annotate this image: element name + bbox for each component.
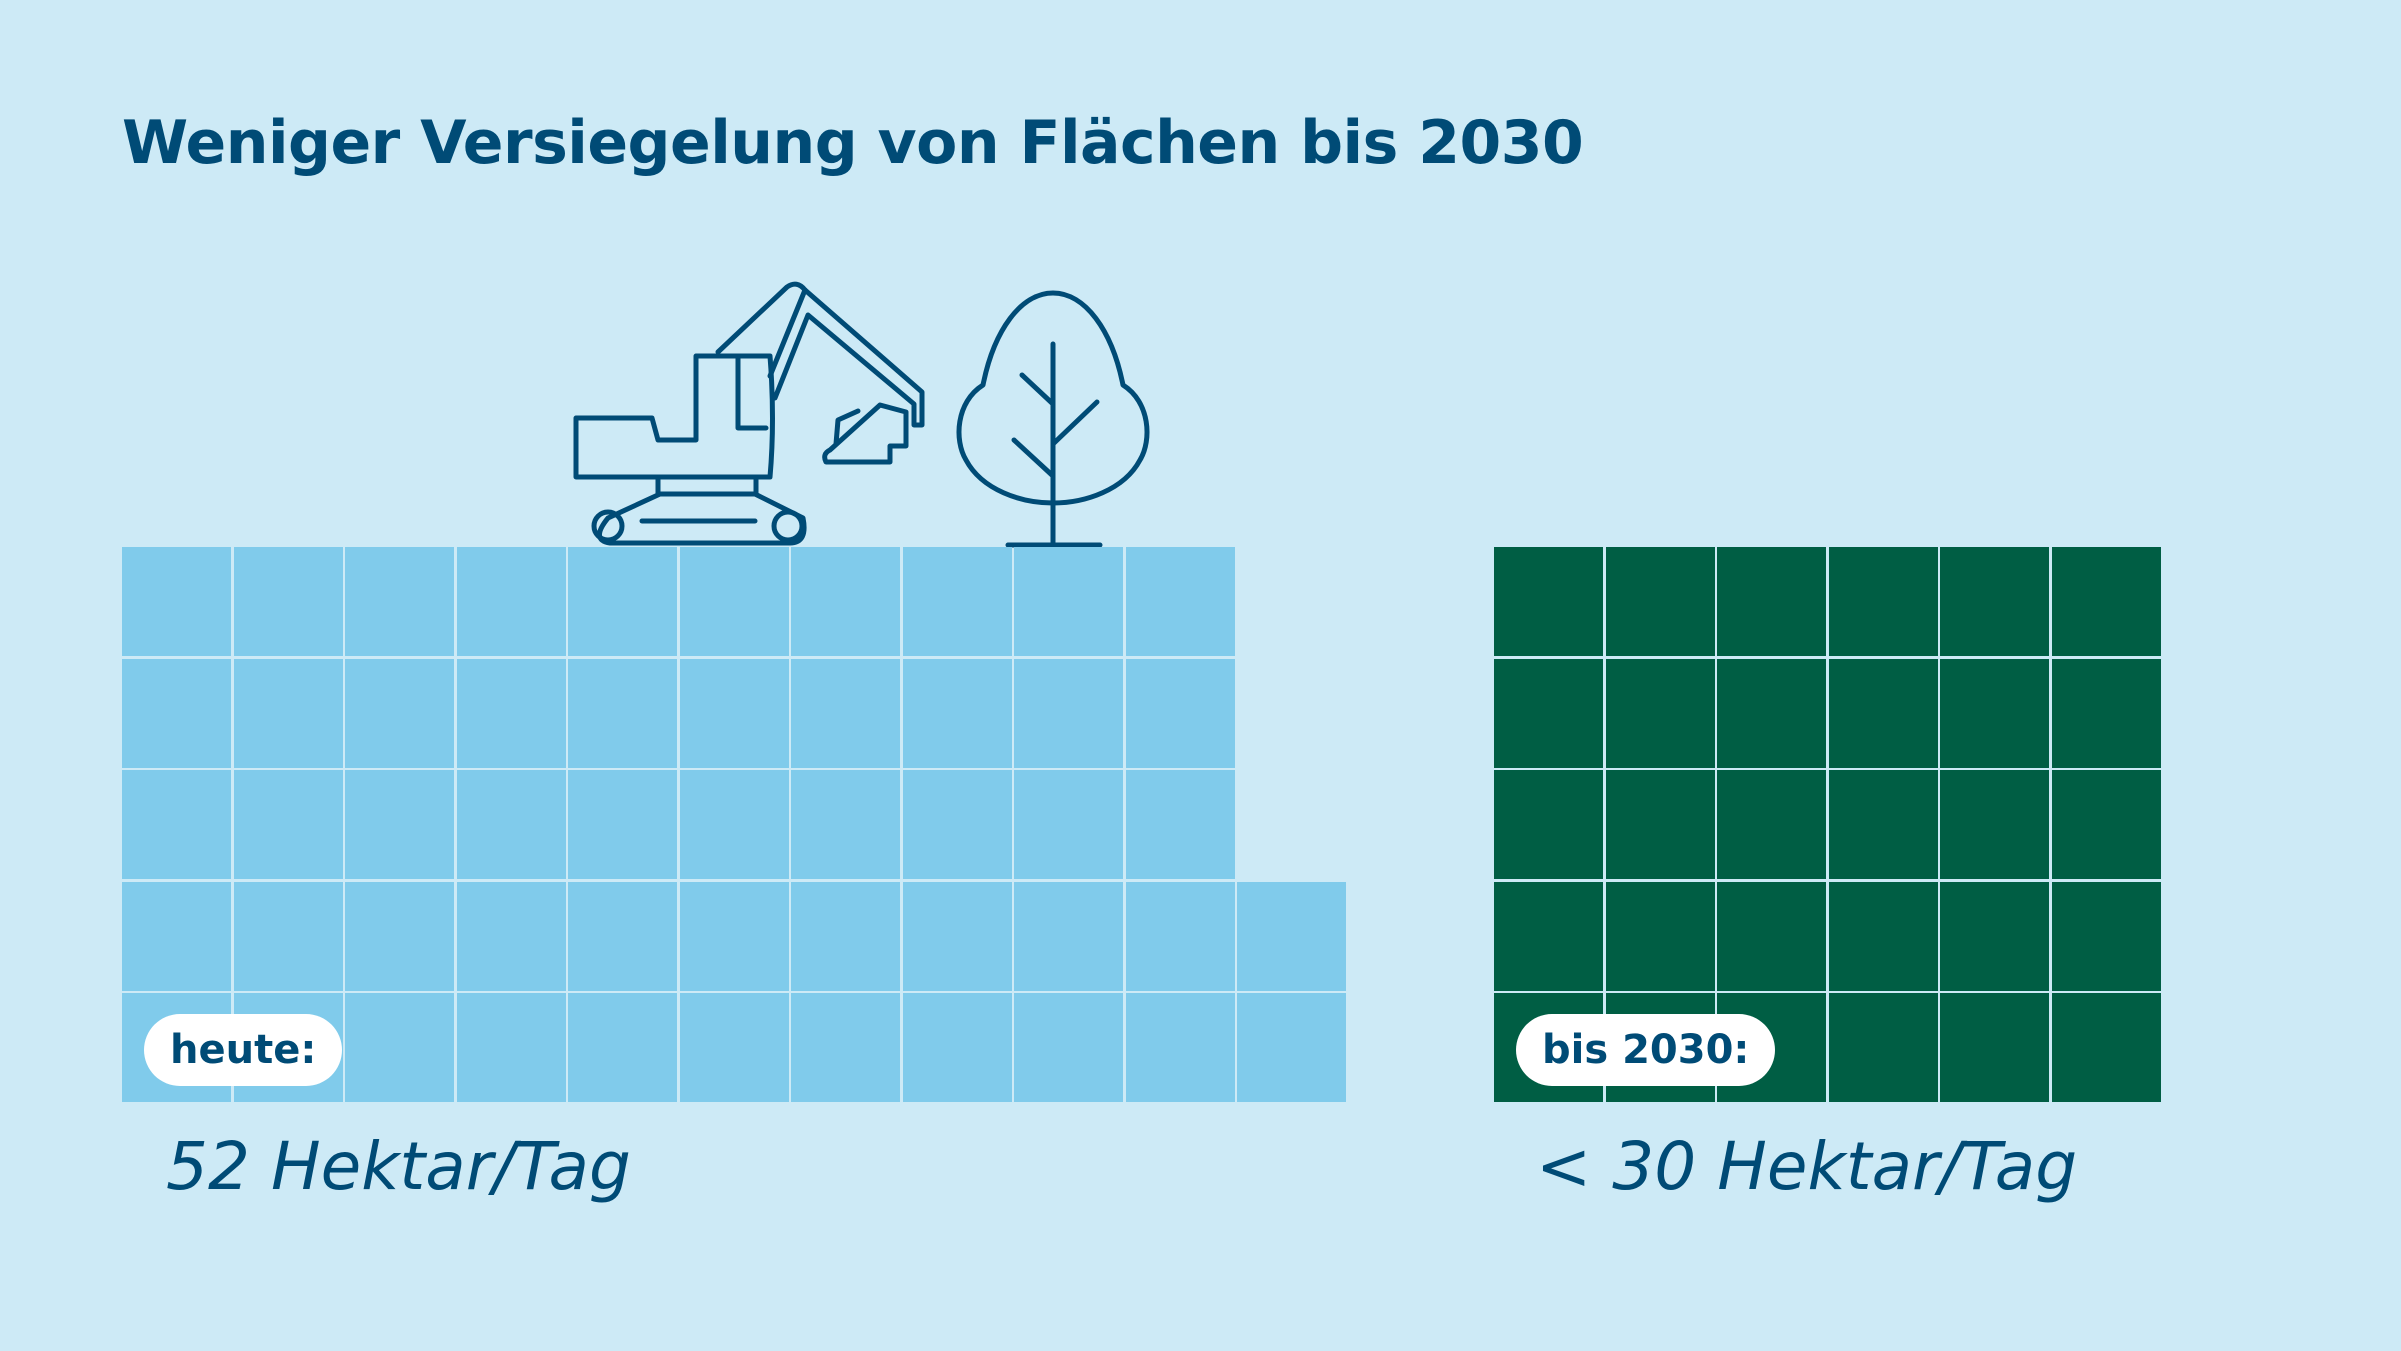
unit-square-target-19 — [1828, 993, 1938, 1102]
unit-square-target-16 — [1828, 658, 1938, 768]
unit-square-target-6 — [1605, 658, 1715, 768]
unit-square-today-1 — [122, 658, 231, 768]
unit-square-today-13 — [345, 881, 454, 991]
unit-square-target-3 — [1494, 881, 1603, 991]
unit-square-target-18 — [1828, 881, 1938, 991]
unit-square-today-45 — [1125, 547, 1235, 656]
unit-square-today-36 — [902, 658, 1012, 768]
unit-square-today-6 — [233, 658, 343, 768]
unit-square-today-48 — [1125, 881, 1235, 991]
label-target: bis 2030: — [1516, 1014, 1776, 1086]
label-today: heute: — [144, 1014, 343, 1086]
unit-square-target-11 — [1717, 658, 1826, 768]
unit-square-target-20 — [1940, 547, 2049, 656]
unit-square-target-26 — [2051, 658, 2161, 768]
unit-square-today-35 — [902, 547, 1012, 656]
unit-square-target-17 — [1828, 770, 1938, 879]
unit-square-target-12 — [1717, 770, 1826, 879]
unit-square-today-20 — [568, 547, 677, 656]
unit-square-today-34 — [791, 993, 900, 1102]
tree-icon — [956, 290, 1150, 548]
unit-square-today-33 — [791, 881, 900, 991]
unit-square-target-22 — [1940, 770, 2049, 879]
page-title: Weniger Versiegelung von Flächen bis 203… — [122, 108, 1584, 178]
unit-square-target-25 — [2051, 547, 2161, 656]
unit-square-today-5 — [233, 547, 343, 656]
unit-square-today-51 — [1237, 993, 1346, 1102]
unit-square-today-10 — [345, 547, 454, 656]
unit-square-target-29 — [2051, 993, 2161, 1102]
unit-square-today-19 — [456, 993, 566, 1102]
unit-square-today-21 — [568, 658, 677, 768]
unit-square-target-21 — [1940, 658, 2049, 768]
unit-square-target-8 — [1605, 881, 1715, 991]
unit-square-target-5 — [1605, 547, 1715, 656]
unit-square-today-11 — [345, 658, 454, 768]
unit-square-target-0 — [1494, 547, 1603, 656]
value-today: 52 Hektar/Tag — [166, 1128, 631, 1205]
unit-square-today-12 — [345, 770, 454, 879]
unit-square-today-18 — [456, 881, 566, 991]
unit-square-target-2 — [1494, 770, 1603, 879]
unit-square-target-10 — [1717, 547, 1826, 656]
unit-square-target-7 — [1605, 770, 1715, 879]
unit-square-target-24 — [1940, 993, 2049, 1102]
unit-square-today-3 — [122, 881, 231, 991]
unit-square-today-25 — [679, 547, 789, 656]
unit-square-today-23 — [568, 881, 677, 991]
unit-square-today-31 — [791, 658, 900, 768]
unit-square-today-30 — [791, 547, 900, 656]
value-target: < 30 Hektar/Tag — [1536, 1128, 2078, 1205]
unit-square-target-1 — [1494, 658, 1603, 768]
unit-square-today-8 — [233, 881, 343, 991]
unit-square-today-0 — [122, 547, 231, 656]
unit-square-target-27 — [2051, 770, 2161, 879]
unit-square-today-28 — [679, 881, 789, 991]
unit-square-today-14 — [345, 993, 454, 1102]
unit-square-today-32 — [791, 770, 900, 879]
unit-square-today-29 — [679, 993, 789, 1102]
unit-square-today-41 — [1014, 658, 1123, 768]
unit-square-today-50 — [1237, 881, 1346, 991]
unit-square-today-2 — [122, 770, 231, 879]
unit-square-today-47 — [1125, 770, 1235, 879]
unit-square-today-7 — [233, 770, 343, 879]
unit-square-today-40 — [1014, 547, 1123, 656]
unit-square-today-24 — [568, 993, 677, 1102]
chart-today: heute: — [122, 547, 1348, 1103]
unit-square-today-17 — [456, 770, 566, 879]
unit-square-today-44 — [1014, 993, 1123, 1102]
unit-square-today-37 — [902, 770, 1012, 879]
unit-square-target-15 — [1828, 547, 1938, 656]
unit-square-today-42 — [1014, 770, 1123, 879]
unit-square-today-38 — [902, 881, 1012, 991]
unit-square-today-22 — [568, 770, 677, 879]
unit-square-target-28 — [2051, 881, 2161, 991]
unit-square-today-16 — [456, 658, 566, 768]
unit-square-today-49 — [1125, 993, 1235, 1102]
unit-square-today-39 — [902, 993, 1012, 1102]
unit-square-target-23 — [1940, 881, 2049, 991]
unit-square-today-46 — [1125, 658, 1235, 768]
unit-square-target-13 — [1717, 881, 1826, 991]
excavator-icon — [573, 281, 925, 546]
unit-square-today-27 — [679, 770, 789, 879]
unit-square-today-15 — [456, 547, 566, 656]
unit-square-today-43 — [1014, 881, 1123, 991]
chart-target: bis 2030: — [1494, 547, 2162, 1103]
unit-square-today-26 — [679, 658, 789, 768]
